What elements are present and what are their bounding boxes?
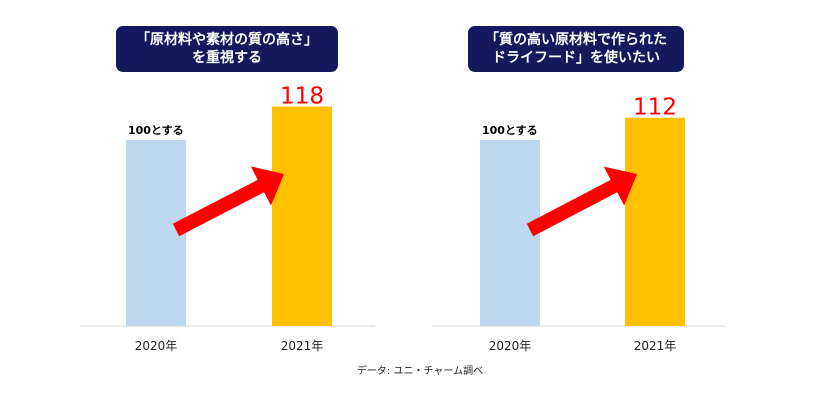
chart-right-svg: 2020年 100とする 2021年 112 <box>432 95 725 353</box>
bar-left-1 <box>272 106 332 327</box>
category-label-left-1: 2021年 <box>281 339 324 353</box>
chart-title-left: 「原材料や素材の質の高さ」 を重視する <box>116 26 338 72</box>
bar-left-0 <box>126 140 186 326</box>
category-label-right-1: 2021年 <box>634 339 677 353</box>
chart-title-right-line-1: 「質の高い原材料で作られた <box>485 32 667 48</box>
growth-arrow-left <box>172 166 284 237</box>
chart-title-right-line-2: ドライフード」を使いたい <box>492 50 660 66</box>
chart-title-left-line-1: 「原材料や素材の質の高さ」 <box>136 32 318 48</box>
growth-arrow-right <box>526 166 637 237</box>
data-label-left-1: 118 <box>280 84 324 110</box>
bar-right-1 <box>625 117 685 327</box>
chart-title-left-line-2: を重視する <box>192 50 262 66</box>
data-label-left-0: 100とする <box>128 124 184 137</box>
bar-right-0 <box>480 140 540 326</box>
chart-panel-left: 「原材料や素材の質の高さ」 を重視する 2020年 100とする 2021年 118 <box>0 0 420 380</box>
data-label-right-0: 100とする <box>482 124 538 137</box>
source-note: データ: ユニ・チャーム調べ <box>356 366 484 377</box>
chart-left-svg: 2020年 100とする 2021年 118 <box>80 84 375 353</box>
data-label-right-1: 112 <box>633 95 677 121</box>
category-label-left-0: 2020年 <box>135 339 178 353</box>
chart-title-right: 「質の高い原材料で作られた ドライフード」を使いたい <box>468 26 684 72</box>
category-label-right-0: 2020年 <box>489 339 532 353</box>
chart-panel-right: 「質の高い原材料で作られた ドライフード」を使いたい 2020年 100とする 20… <box>420 0 840 380</box>
